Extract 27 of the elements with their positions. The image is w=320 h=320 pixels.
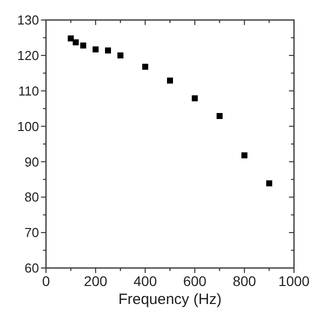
y-tick-label: 80 xyxy=(24,190,39,205)
y-tick-label: 60 xyxy=(24,260,39,276)
point xyxy=(167,78,173,84)
point xyxy=(142,64,148,70)
x-tick-label: 1000 xyxy=(278,273,310,289)
point xyxy=(117,52,124,58)
x-tick-label: 600 xyxy=(183,273,207,289)
x-tick-label: 400 xyxy=(134,273,158,289)
point xyxy=(72,39,79,46)
x-tick-label: 800 xyxy=(232,273,256,289)
point xyxy=(216,113,223,120)
y-tick-label: 130 xyxy=(17,12,39,28)
point xyxy=(192,95,198,102)
x-axis-title: Frequency (Hz) xyxy=(118,291,222,308)
y-tick-label: 90 xyxy=(24,154,39,170)
point xyxy=(266,180,272,186)
point xyxy=(92,46,99,52)
x-tick-label: 0 xyxy=(42,273,50,289)
x-tick-label: 200 xyxy=(84,273,108,289)
point xyxy=(105,47,111,54)
y-tick-label: 100 xyxy=(17,118,39,134)
y-tick-label: 70 xyxy=(24,225,39,240)
y-tick-label: 110 xyxy=(18,83,39,98)
y-tick-label: 120 xyxy=(17,48,39,63)
point xyxy=(80,42,86,49)
point xyxy=(68,35,74,42)
point xyxy=(241,152,248,158)
